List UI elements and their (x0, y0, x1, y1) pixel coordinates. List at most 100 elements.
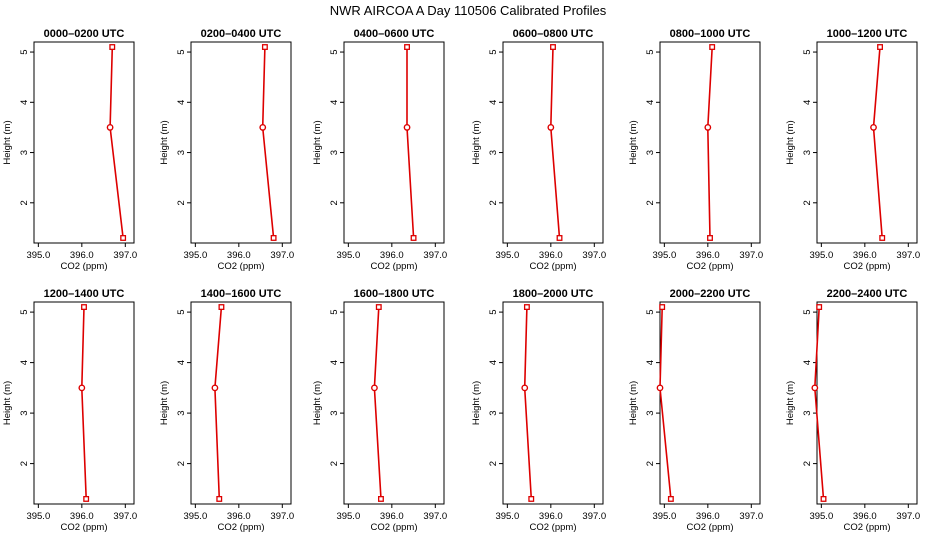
profile-panel: 1200–1400 UTC 395.0 396.0 397.0 2 3 4 5 CO2 (ppm… (2, 288, 137, 533)
y-tick-label: 3 (176, 150, 187, 155)
x-tick-label: 397.0 (270, 511, 294, 522)
x-tick-label: 395.0 (809, 511, 833, 522)
data-point (375, 304, 382, 310)
x-tick-label: 396.0 (380, 511, 404, 522)
y-tick-label: 2 (645, 200, 656, 205)
plot-frame (816, 41, 918, 244)
x-tick-label: 396.0 (696, 511, 720, 522)
x-tick-label: 396.0 (696, 250, 720, 261)
x-tick-label: 395.0 (336, 511, 360, 522)
y-tick-label: 5 (176, 49, 187, 54)
panel-title: 2200–2400 UTC (827, 288, 908, 300)
y-tick-label: 2 (19, 461, 30, 466)
y-tick-label: 4 (645, 100, 656, 105)
x-tick-label: 397.0 (113, 250, 137, 261)
profile-panel: 1400–1600 UTC 395.0 396.0 397.0 2 3 4 5 CO2 (ppm… (159, 288, 294, 533)
y-tick-label: 3 (488, 150, 499, 155)
profile-line (214, 307, 223, 499)
data-point (528, 495, 535, 502)
panel-title: 1600–1800 UTC (354, 288, 435, 300)
x-tick-label: 397.0 (582, 250, 606, 261)
y-tick-label: 3 (802, 410, 813, 415)
data-point (78, 384, 86, 392)
y-tick-label: 3 (645, 410, 656, 415)
y-tick-label: 5 (329, 309, 340, 314)
x-tick-label: 397.0 (423, 250, 447, 261)
data-point (707, 235, 713, 241)
y-tick-label: 5 (645, 309, 656, 314)
profile-line (406, 47, 415, 239)
profile-line (813, 307, 825, 499)
x-axis-label: CO2 (ppm) (530, 522, 577, 533)
y-tick-label: 2 (645, 461, 656, 466)
x-tick-label: 397.0 (423, 511, 447, 522)
data-point (218, 304, 225, 310)
y-tick-label: 2 (488, 200, 499, 205)
profile-panels: 0000–0200 UTC 395.0 396.0 397.0 2 3 4 5 CO2 (ppm… (2, 28, 920, 533)
y-axis-label: Height (m) (312, 381, 323, 425)
profile-panel: 1600–1800 UTC 395.0 396.0 397.0 2 3 4 5 CO2 (ppm… (312, 288, 447, 533)
x-tick-label: 395.0 (26, 511, 50, 522)
x-tick-label: 395.0 (336, 250, 360, 261)
data-point (83, 495, 90, 502)
x-axis-label: CO2 (ppm) (218, 522, 265, 533)
panel-title: 1800–2000 UTC (513, 288, 594, 300)
data-point (259, 124, 267, 131)
profile-panel: 1000–1200 UTC 395.0 396.0 397.0 2 3 4 5 CO2 (ppm… (785, 28, 920, 272)
plot-frame (33, 41, 135, 244)
y-tick-label: 4 (645, 360, 656, 365)
y-tick-label: 4 (176, 360, 187, 365)
x-tick-label: 395.0 (652, 250, 676, 261)
x-tick-label: 396.0 (853, 250, 877, 261)
y-tick-label: 3 (802, 150, 813, 155)
y-tick-label: 2 (176, 200, 187, 205)
y-axis-label: Height (m) (471, 381, 482, 425)
panel-title: 1000–1200 UTC (827, 28, 908, 40)
data-point (656, 384, 664, 392)
y-tick-label: 5 (19, 49, 30, 54)
x-tick-label: 395.0 (183, 250, 207, 261)
y-tick-label: 4 (19, 360, 30, 365)
data-point (811, 384, 819, 392)
panel-title: 2000–2200 UTC (670, 288, 751, 300)
data-point (521, 384, 529, 392)
plot-frame (816, 301, 918, 505)
data-point (659, 304, 666, 310)
data-point (81, 304, 87, 310)
x-tick-label: 396.0 (380, 250, 404, 261)
data-point (550, 44, 556, 50)
data-point (879, 235, 886, 241)
y-axis-label: Height (m) (159, 381, 170, 425)
y-tick-label: 2 (802, 461, 813, 466)
y-tick-label: 4 (329, 100, 340, 105)
x-axis-label: CO2 (ppm) (61, 261, 108, 272)
panel-title: 0200–0400 UTC (201, 28, 282, 40)
y-tick-label: 3 (329, 410, 340, 415)
profile-panel: 0800–1000 UTC 395.0 396.0 397.0 2 3 4 5 CO2 (ppm… (628, 28, 763, 272)
x-axis-label: CO2 (ppm) (530, 261, 577, 272)
data-point (403, 124, 411, 131)
data-point (547, 124, 555, 131)
panel-title: 1200–1400 UTC (44, 288, 125, 300)
data-point (816, 304, 823, 310)
x-tick-label: 395.0 (495, 511, 519, 522)
x-tick-label: 397.0 (270, 250, 294, 261)
y-tick-label: 2 (329, 200, 340, 205)
x-tick-label: 397.0 (739, 250, 763, 261)
profile-line (549, 46, 561, 239)
y-tick-label: 5 (802, 309, 813, 314)
x-tick-label: 395.0 (652, 511, 676, 522)
x-tick-label: 397.0 (896, 511, 920, 522)
x-tick-label: 397.0 (113, 511, 137, 522)
profile-line (523, 307, 533, 499)
profile-line (373, 307, 382, 499)
y-tick-label: 4 (329, 360, 340, 365)
y-tick-label: 4 (488, 100, 499, 105)
y-tick-label: 4 (802, 100, 813, 105)
y-tick-label: 4 (802, 360, 813, 365)
plot-frame (343, 301, 445, 505)
data-point (120, 235, 127, 241)
plot-frame (33, 301, 135, 505)
x-axis-label: CO2 (ppm) (844, 261, 891, 272)
